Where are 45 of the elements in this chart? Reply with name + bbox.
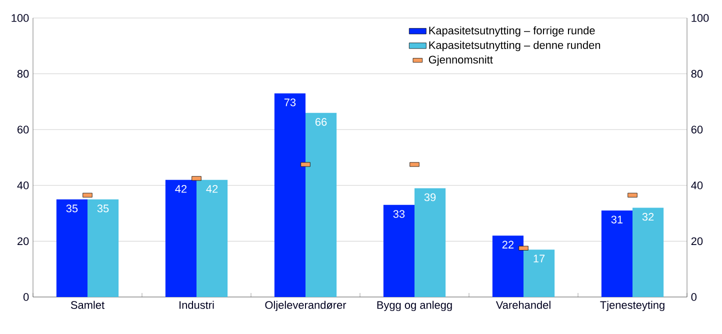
data-label: 42 — [175, 185, 187, 193]
bar — [274, 93, 306, 297]
y2-tick-label: 80 — [691, 70, 703, 78]
data-label: 39 — [424, 193, 436, 202]
data-label: 33 — [393, 210, 405, 218]
y2-tick-label: 100 — [692, 14, 709, 22]
data-label: 73 — [284, 98, 296, 106]
data-label: 42 — [206, 185, 218, 193]
bar — [56, 199, 88, 297]
data-label: 17 — [534, 254, 545, 262]
y2-tick-label: 0 — [691, 293, 697, 301]
bar — [88, 199, 119, 297]
x-tick-label: Bygg og anlegg — [377, 300, 452, 312]
data-label: 31 — [611, 216, 623, 224]
data-label: 22 — [502, 240, 514, 248]
bar — [196, 180, 228, 297]
y-tick-label: 100 — [12, 14, 29, 22]
data-label: 35 — [97, 204, 109, 212]
bar — [492, 236, 524, 297]
bar — [306, 112, 337, 297]
bar — [632, 208, 664, 297]
y-tick-label: 40 — [17, 182, 29, 190]
bar — [383, 204, 415, 297]
bar — [524, 250, 555, 297]
x-tick-label: Samlet — [70, 300, 104, 309]
legend-label: Kapasitetsutnytting – denne runden — [429, 40, 600, 52]
x-tick-label: Tjenesteyting — [600, 300, 664, 312]
bar — [165, 180, 196, 297]
y2-tick-label: 40 — [691, 182, 703, 190]
data-label: 35 — [66, 204, 78, 212]
x-tick-label: Varehandel — [496, 300, 550, 309]
bar — [414, 188, 446, 297]
y-tick-label: 20 — [18, 237, 29, 246]
y-tick-label: 80 — [17, 70, 29, 78]
y2-tick-label: 60 — [691, 126, 703, 134]
x-tick-label: Industri — [180, 300, 214, 309]
y-tick-label: 0 — [23, 293, 29, 301]
bar — [601, 210, 633, 297]
legend-label: Gjennomsnitt — [428, 56, 493, 66]
y2-tick-label: 20 — [691, 237, 703, 246]
data-label: 66 — [316, 118, 327, 126]
legend-label: Kapasitetsutnytting – forrige runde — [429, 26, 595, 37]
data-label: 32 — [642, 212, 654, 221]
x-tick-label: Oljeleverandører — [265, 300, 346, 312]
y-tick-label: 60 — [18, 126, 29, 134]
